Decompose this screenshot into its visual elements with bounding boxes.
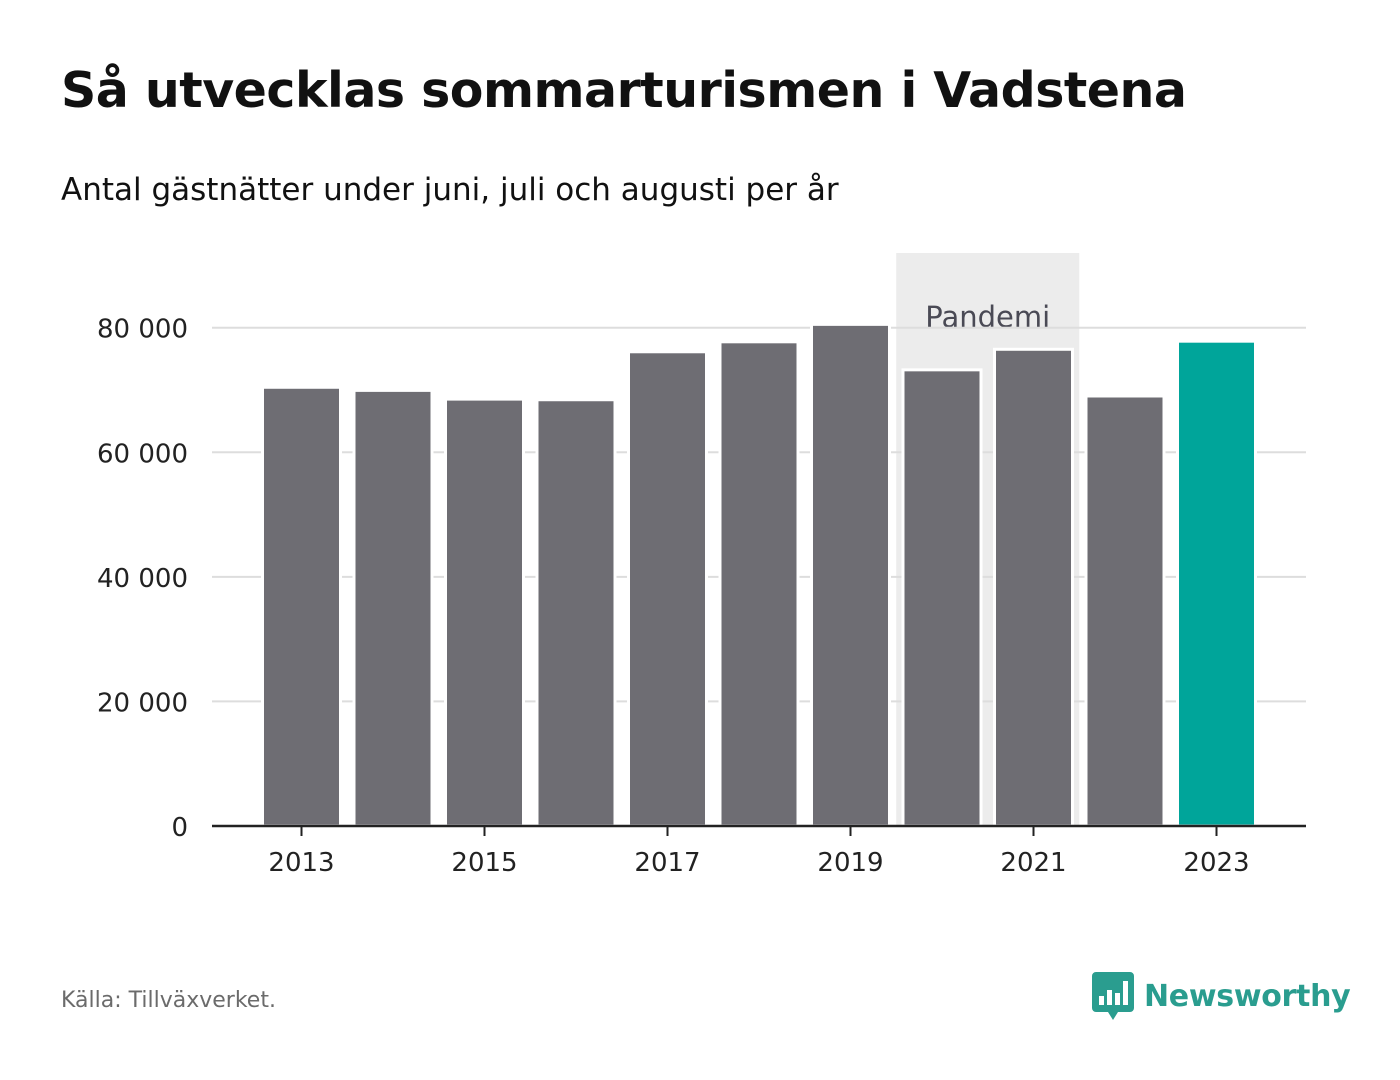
- x-tick-label: 2023: [1183, 848, 1249, 878]
- bar-2018: [718, 340, 800, 828]
- x-tick-label: 2021: [1000, 848, 1066, 878]
- bar-2017: [627, 350, 708, 828]
- y-tick-label: 40 000: [97, 564, 188, 594]
- bar-chart-speech-bubble-icon: [1092, 972, 1134, 1020]
- chart-title: Så utvecklas sommarturismen i Vadstena: [61, 62, 1187, 119]
- x-tick-label: 2017: [634, 848, 700, 878]
- brand-name: Newsworthy: [1144, 978, 1351, 1014]
- pandemic-label: Pandemi: [925, 300, 1050, 334]
- source-note: Källa: Tillväxverket.: [61, 988, 276, 1013]
- bar-2023: [1176, 339, 1257, 828]
- bar-2021: [993, 347, 1074, 828]
- x-tick-label: 2013: [268, 848, 334, 878]
- chart-subtitle: Antal gästnätter under juni, juli och au…: [61, 172, 839, 208]
- x-tick-label: 2019: [817, 848, 883, 878]
- bar-2020: [901, 368, 983, 828]
- y-tick-label: 80 000: [97, 315, 188, 345]
- bar-2015: [444, 397, 525, 828]
- bar-2014: [352, 388, 434, 828]
- bar-2013: [261, 385, 342, 828]
- x-tick-label: 2015: [451, 848, 517, 878]
- newsworthy-logo[interactable]: Newsworthy: [1092, 972, 1351, 1020]
- bar-2022: [1084, 394, 1166, 828]
- y-tick-label: 60 000: [97, 439, 188, 469]
- y-tick-label: 20 000: [97, 688, 188, 718]
- axes: 0 20 000 40 000 60 000 80 000 2013 2015 2017 201…: [97, 315, 1306, 878]
- bars: [261, 322, 1257, 828]
- bar-2016: [535, 398, 617, 828]
- y-tick-label: 0: [171, 813, 188, 843]
- bar-2019: [810, 322, 891, 828]
- bar-chart: Pandemi 0 20 000 40 000 60 000 80 000 2013 201…: [97, 253, 1306, 878]
